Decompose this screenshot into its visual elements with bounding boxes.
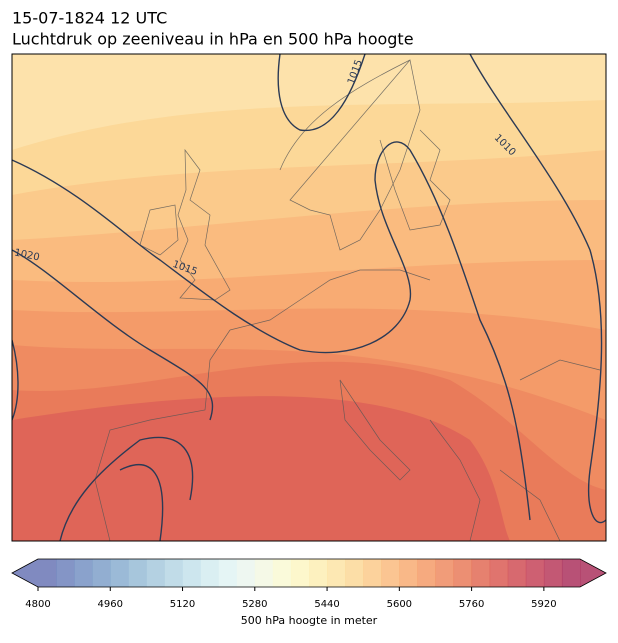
colorbar-segment xyxy=(200,559,220,587)
colorbar-segment xyxy=(290,559,310,587)
colorbar-segment xyxy=(74,559,93,587)
colorbar-segment xyxy=(236,559,256,587)
colorbar-segment xyxy=(128,559,147,587)
colorbar-segment xyxy=(453,559,473,587)
colorbar-tick-label: 5280 xyxy=(242,599,267,610)
colorbar-segment xyxy=(164,559,184,587)
colorbar-tick-label: 5920 xyxy=(531,599,556,610)
colorbar-segment xyxy=(489,559,509,587)
colorbar-tick-label: 5600 xyxy=(387,599,412,610)
map-frame xyxy=(11,53,607,542)
colorbar-segment xyxy=(417,559,436,587)
isobars xyxy=(12,54,606,541)
colorbar-tick-label: 4960 xyxy=(98,599,123,610)
colorbar-tick-label: 5760 xyxy=(459,599,484,610)
colorbar-segment xyxy=(543,559,563,587)
colorbar-segment xyxy=(254,559,274,587)
colorbar-segment xyxy=(218,559,238,587)
colorbar-segment xyxy=(38,559,57,587)
subtitle: Luchtdruk op zeeniveau in hPa en 500 hPa… xyxy=(12,30,414,49)
colorbar-segment xyxy=(146,559,165,587)
colorbar-tick-label: 5440 xyxy=(314,599,339,610)
colorbar-extend xyxy=(12,559,38,587)
colorbar-label: 500 hPa hoogte in meter xyxy=(241,614,378,627)
colorbar-segment xyxy=(327,559,346,587)
colorbar-segment xyxy=(507,559,527,587)
colorbar-segment xyxy=(182,559,202,587)
colorbar-outline xyxy=(11,558,607,588)
colorbar-segment xyxy=(345,559,364,587)
colorbar-segment xyxy=(561,559,581,587)
colorbar-segment xyxy=(272,559,292,587)
colorbar-extend xyxy=(580,559,606,587)
map-band xyxy=(12,396,510,541)
colorbar-segment xyxy=(471,559,491,587)
colorbar-segment xyxy=(435,559,455,587)
colorbar-segment xyxy=(381,559,400,587)
contour-label: 1020 xyxy=(13,247,40,263)
colorbar-segment xyxy=(92,559,111,587)
colorbar-segment xyxy=(399,559,418,587)
colorbar-segment xyxy=(110,559,129,587)
colorbar-segment xyxy=(309,559,328,587)
colorbar-tick-label: 4800 xyxy=(25,599,50,610)
title: 15-07-1824 12 UTC xyxy=(12,9,167,28)
colorbar-segment xyxy=(363,559,382,587)
colorbar-segment xyxy=(525,559,545,587)
colorbar-segment xyxy=(56,559,75,587)
colorbar-tick-label: 5120 xyxy=(170,599,195,610)
